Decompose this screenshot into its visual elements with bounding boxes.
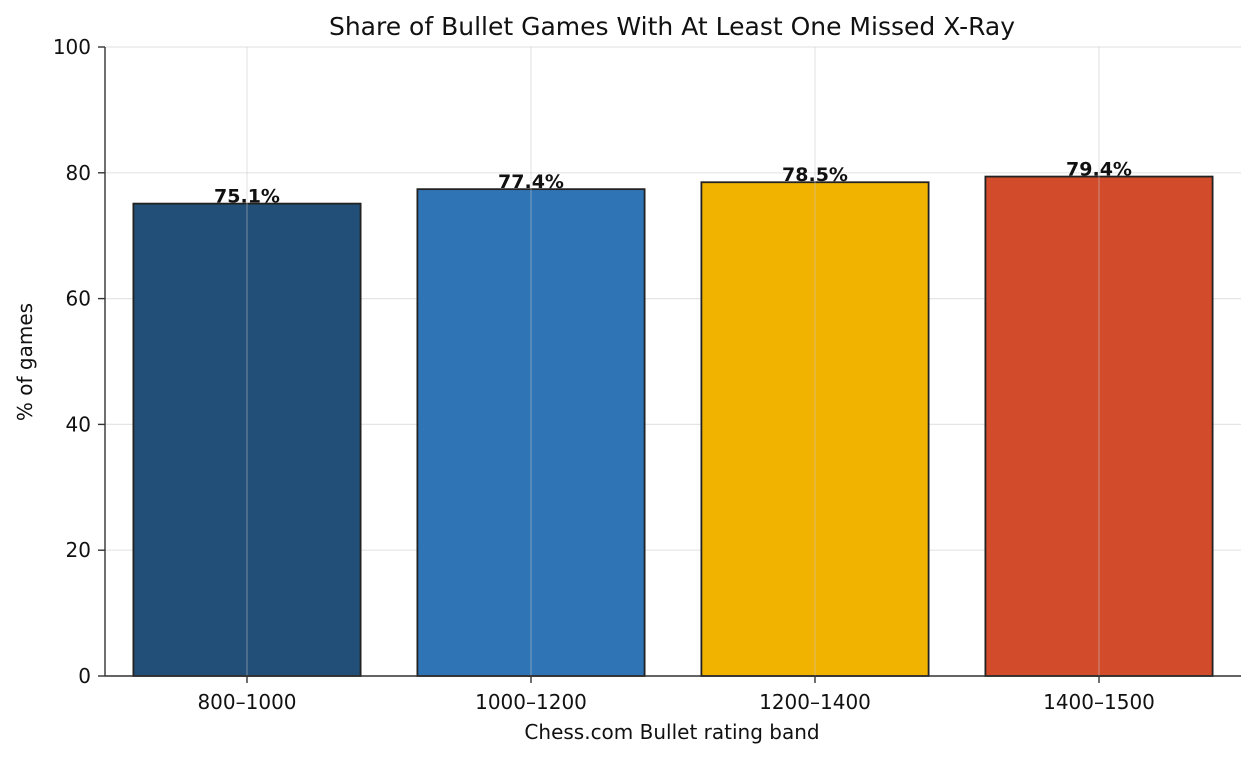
bar [132, 202, 362, 677]
x-tick-label: 800–1000 [197, 690, 296, 714]
y-tick-label: 60 [66, 287, 91, 311]
vertical-grid-layer [246, 47, 1100, 676]
x-tick-label: 1000–1200 [475, 690, 587, 714]
bar [700, 181, 930, 677]
bar [984, 175, 1214, 677]
y-tick-label: 80 [66, 161, 91, 185]
axis-layer: 0 20 40 60 80 100 800–1000 1000–1200 1200–1400 14… [53, 35, 1241, 714]
x-tick-label: 1200–1400 [759, 690, 871, 714]
x-tick-label: 1400–1500 [1043, 690, 1155, 714]
data-label: 78.5% [782, 164, 848, 186]
chart-title: Share of Bullet Games With At Least One … [329, 12, 1015, 41]
y-tick-label: 40 [66, 412, 91, 436]
bar [416, 188, 646, 677]
y-tick-label: 100 [53, 35, 91, 59]
y-axis-label: % of games [13, 303, 37, 421]
y-tick-label: 0 [78, 664, 91, 688]
bar-layer [132, 175, 1214, 677]
label-layer: 75.1% 77.4% 78.5% 79.4% [214, 159, 1132, 208]
data-label: 75.1% [214, 186, 280, 208]
y-tick-label: 20 [66, 538, 91, 562]
data-label: 79.4% [1066, 159, 1132, 181]
x-axis-label: Chess.com Bullet rating band [524, 720, 819, 744]
data-label: 77.4% [498, 171, 564, 193]
